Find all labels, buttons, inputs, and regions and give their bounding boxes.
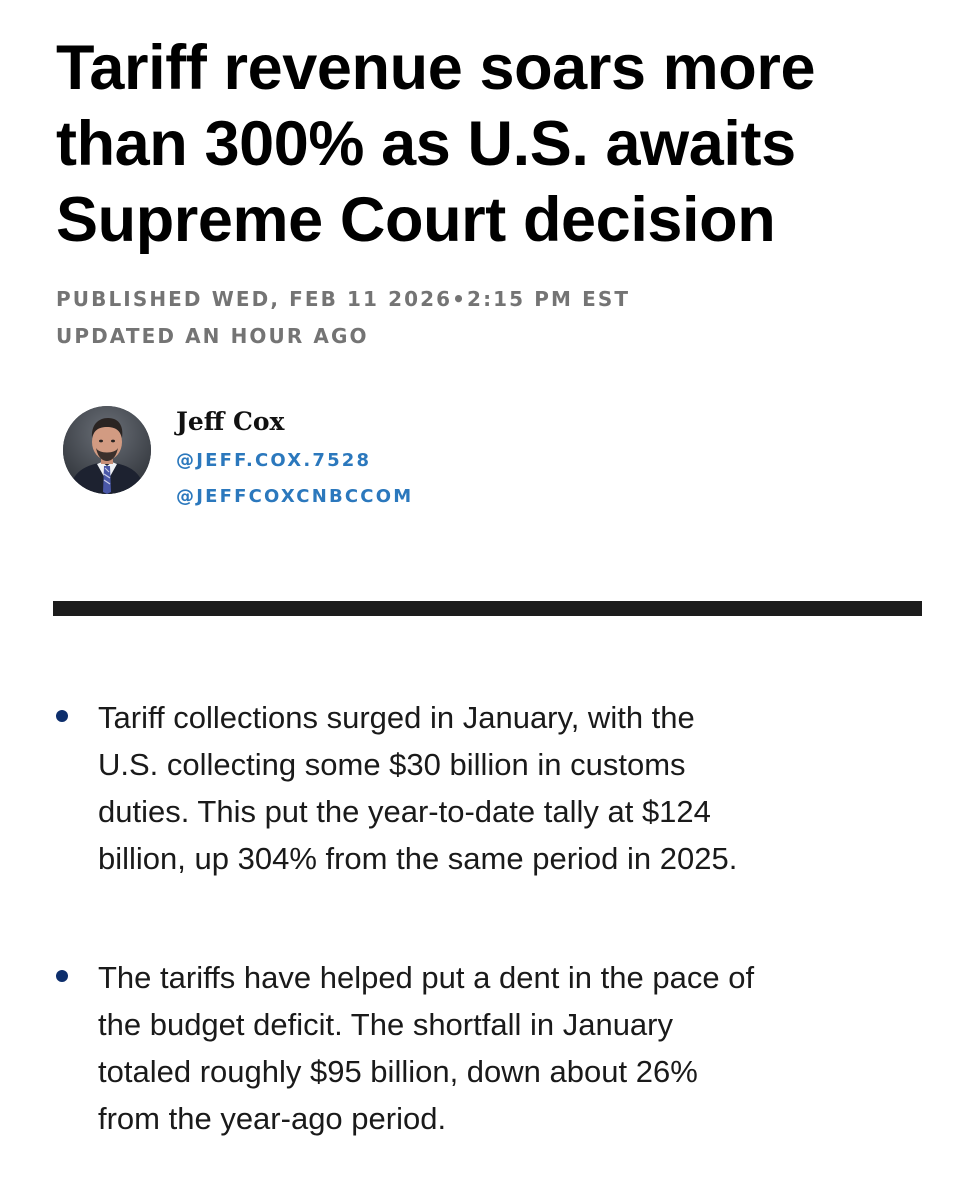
key-point-text: The tariffs have helped put a dent in th… bbox=[98, 954, 898, 1142]
updated-timestamp: UPDATED AN HOUR AGO bbox=[56, 324, 369, 348]
author-avatar[interactable] bbox=[63, 406, 151, 494]
key-point-line: The tariffs have helped put a dent in th… bbox=[98, 960, 755, 995]
bullet-dot-icon bbox=[56, 710, 68, 722]
headline-line: Supreme Court decision bbox=[56, 185, 776, 255]
key-point-text: Tariff collections surged in January, wi… bbox=[98, 694, 898, 882]
key-point-line: U.S. collecting some $30 billion in cust… bbox=[98, 747, 686, 782]
key-point-line: billion, up 304% from the same period in… bbox=[98, 841, 738, 876]
author-byline: Jeff Cox @JEFF.COX.7528 @JEFFCOXCNBCCOM bbox=[63, 406, 923, 507]
article-timestamps: PUBLISHED WED, FEB 11 2026•2:15 PM EST U… bbox=[56, 281, 936, 355]
key-point-line: duties. This put the year-to-date tally … bbox=[98, 794, 711, 829]
headline: Tariff revenue soars more than 300% as U… bbox=[56, 30, 936, 258]
key-point-line: the budget deficit. The shortfall in Jan… bbox=[98, 1007, 673, 1042]
section-divider bbox=[53, 601, 922, 616]
author-photo-icon bbox=[63, 406, 151, 494]
key-point-line: from the year-ago period. bbox=[98, 1101, 447, 1136]
headline-line: Tariff revenue soars more bbox=[56, 33, 816, 103]
published-timestamp: PUBLISHED WED, FEB 11 2026•2:15 PM EST bbox=[56, 287, 631, 311]
key-point-line: totaled roughly $95 billion, down about … bbox=[98, 1054, 698, 1089]
bullet-dot-icon bbox=[56, 970, 68, 982]
headline-line: than 300% as U.S. awaits bbox=[56, 109, 796, 179]
author-social-handle[interactable]: @JEFF.COX.7528 bbox=[176, 450, 372, 471]
key-point-line: Tariff collections surged in January, wi… bbox=[98, 700, 695, 735]
author-social-handle[interactable]: @JEFFCOXCNBCCOM bbox=[176, 486, 414, 507]
author-name[interactable]: Jeff Cox bbox=[176, 407, 285, 436]
